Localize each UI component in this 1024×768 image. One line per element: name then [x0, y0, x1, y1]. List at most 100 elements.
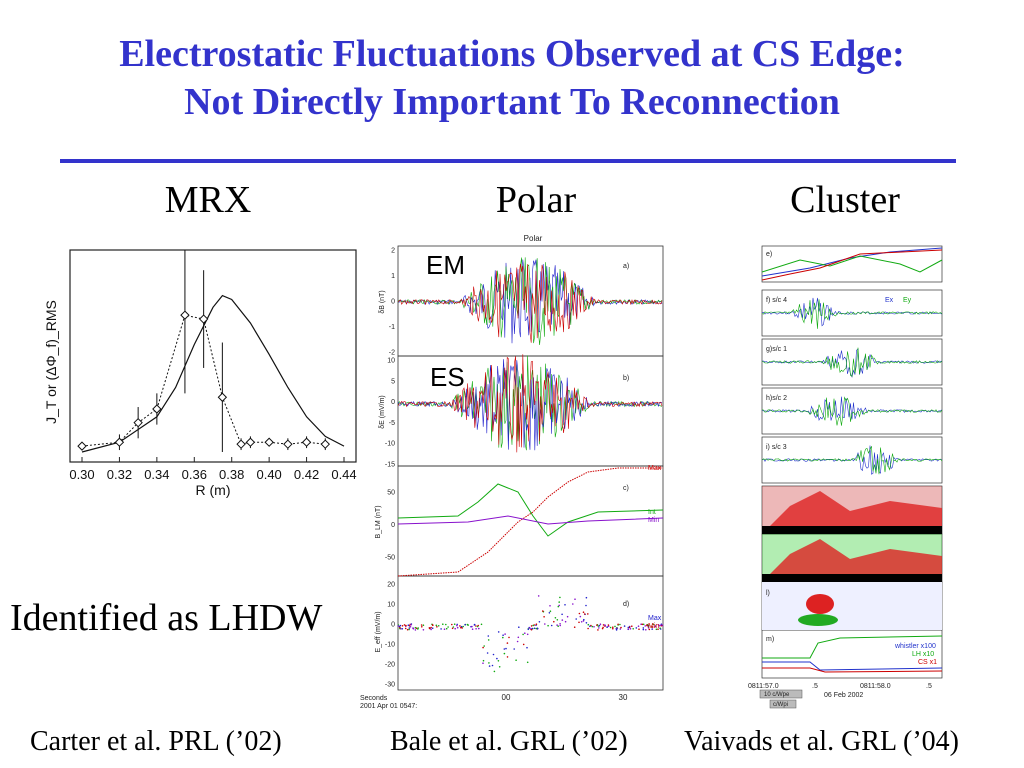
- footer-date: 2001 Apr 01 0547:: [360, 703, 417, 710]
- cluster-trace: [761, 396, 943, 422]
- polar-dot: [601, 627, 604, 630]
- column-label-cluster: Cluster: [790, 179, 900, 221]
- polar-dot: [456, 623, 458, 626]
- polar-dot: [566, 615, 569, 618]
- mrx-data-point: [152, 404, 162, 414]
- x-tick-00: 00: [502, 693, 511, 702]
- polar-dot: [641, 623, 644, 626]
- polar-dot: [407, 624, 410, 626]
- polar-dot: [443, 628, 446, 630]
- cluster-panel-frame: [761, 245, 943, 283]
- polar-trace: [397, 515, 664, 525]
- polar-dot: [582, 620, 585, 622]
- polar-ytick: 5: [391, 378, 395, 385]
- polar-ytick: 2: [391, 248, 395, 255]
- polar-dot: [404, 627, 407, 630]
- citation-vaivads: Vaivads et al. GRL (’04): [684, 726, 959, 757]
- polar-dot: [401, 628, 404, 630]
- cluster-label-e: e): [766, 251, 772, 258]
- polar-dot: [651, 626, 654, 628]
- polar-ytick: -5: [389, 420, 395, 427]
- cluster-label-h: h)s/c 2: [766, 395, 787, 402]
- column-label-polar: Polar: [495, 179, 577, 221]
- polar-dot: [629, 628, 632, 630]
- polar-dot: [609, 626, 612, 629]
- polar-dot: [543, 616, 545, 618]
- polar-dot: [651, 628, 653, 630]
- polar-dot: [652, 623, 655, 626]
- polar-ytick: -50: [385, 555, 395, 562]
- mrx-data-point: [217, 392, 228, 402]
- column-label-mrx: MRX: [164, 179, 252, 221]
- cluster-trace: [761, 396, 943, 426]
- polar-ytick: -1: [389, 324, 395, 331]
- polar-dot: [452, 626, 455, 628]
- cluster-trace: [762, 667, 943, 673]
- polar-ytick: -2: [389, 350, 395, 357]
- polar-dot: [522, 643, 525, 646]
- cluster-spectrogram: [762, 539, 942, 582]
- polar-trace: [397, 483, 664, 537]
- polar-header: Polar: [524, 234, 543, 243]
- polar-dot: [498, 666, 501, 668]
- polar-dot: [623, 625, 626, 627]
- polar-dot: [548, 612, 551, 614]
- polar-dot: [561, 613, 563, 616]
- cluster-panel-frame: [761, 387, 943, 435]
- polar-dot: [535, 623, 538, 625]
- slide-title: Electrostatic Fluctuations Observed at C…: [0, 30, 1024, 126]
- polar-dot: [554, 617, 557, 619]
- polar-dot: [657, 628, 659, 630]
- polar-dot: [505, 647, 507, 650]
- cluster-panel-frame: [761, 338, 943, 386]
- polar-dot: [410, 624, 412, 626]
- polar-dot: [459, 625, 461, 627]
- polar-dot: [506, 656, 509, 658]
- legend-ex: Ex: [885, 297, 894, 304]
- cluster-spectrogram: [762, 582, 942, 630]
- polar-dot: [517, 636, 520, 639]
- polar-dot: [482, 659, 485, 662]
- polar-dot: [556, 624, 558, 626]
- polar-dot: [454, 627, 456, 630]
- polar-ytick: -30: [385, 682, 395, 689]
- polar-dot: [503, 652, 506, 655]
- polar-dot: [538, 621, 541, 623]
- polar-dot: [642, 628, 645, 631]
- polar-dot: [496, 657, 498, 660]
- polar-dot: [432, 624, 434, 626]
- polar-dot: [559, 596, 561, 599]
- cluster-figure: e) f) s/c 4 g)s/c 1 h)s/c 2 i) s/c 3 l) …: [730, 238, 972, 710]
- polar-ytick: 0: [391, 399, 395, 406]
- polar-dot: [475, 625, 477, 627]
- polar-dot: [572, 603, 574, 605]
- polar-dot: [536, 627, 539, 630]
- polar-dot: [607, 625, 610, 627]
- polar-dot: [488, 662, 490, 664]
- cluster-trace: [761, 249, 943, 281]
- polar-dot: [460, 626, 462, 629]
- polar-dot: [467, 624, 469, 626]
- polar-ytick: 1: [391, 273, 395, 280]
- time-label-3: 0811:58.0: [860, 683, 891, 690]
- legend-ey: Ey: [903, 297, 912, 304]
- polar-trace: [397, 259, 663, 344]
- mrx-data-point: [236, 439, 246, 449]
- polar-dot: [497, 631, 500, 633]
- time-label-2: .5: [812, 683, 818, 690]
- polar-dot: [422, 624, 425, 626]
- cluster-label-g: g)s/c 1: [766, 346, 787, 353]
- polar-dot: [585, 622, 588, 624]
- polar-dot: [607, 624, 610, 626]
- time-label-1: 0811:57.0: [748, 683, 779, 690]
- panel-letter-c: c): [623, 485, 629, 492]
- x-tick-30: 30: [619, 693, 628, 702]
- polar-trace: [397, 467, 663, 577]
- polar-ytick: 50: [387, 490, 395, 497]
- polar-dot: [616, 627, 618, 629]
- mrx-data-point: [198, 314, 209, 324]
- cluster-spectrogram: [762, 491, 942, 534]
- title-line-1: Electrostatic Fluctuations Observed at C…: [119, 33, 905, 75]
- polar-dot: [487, 639, 490, 641]
- polar-ytick: 0: [391, 622, 395, 629]
